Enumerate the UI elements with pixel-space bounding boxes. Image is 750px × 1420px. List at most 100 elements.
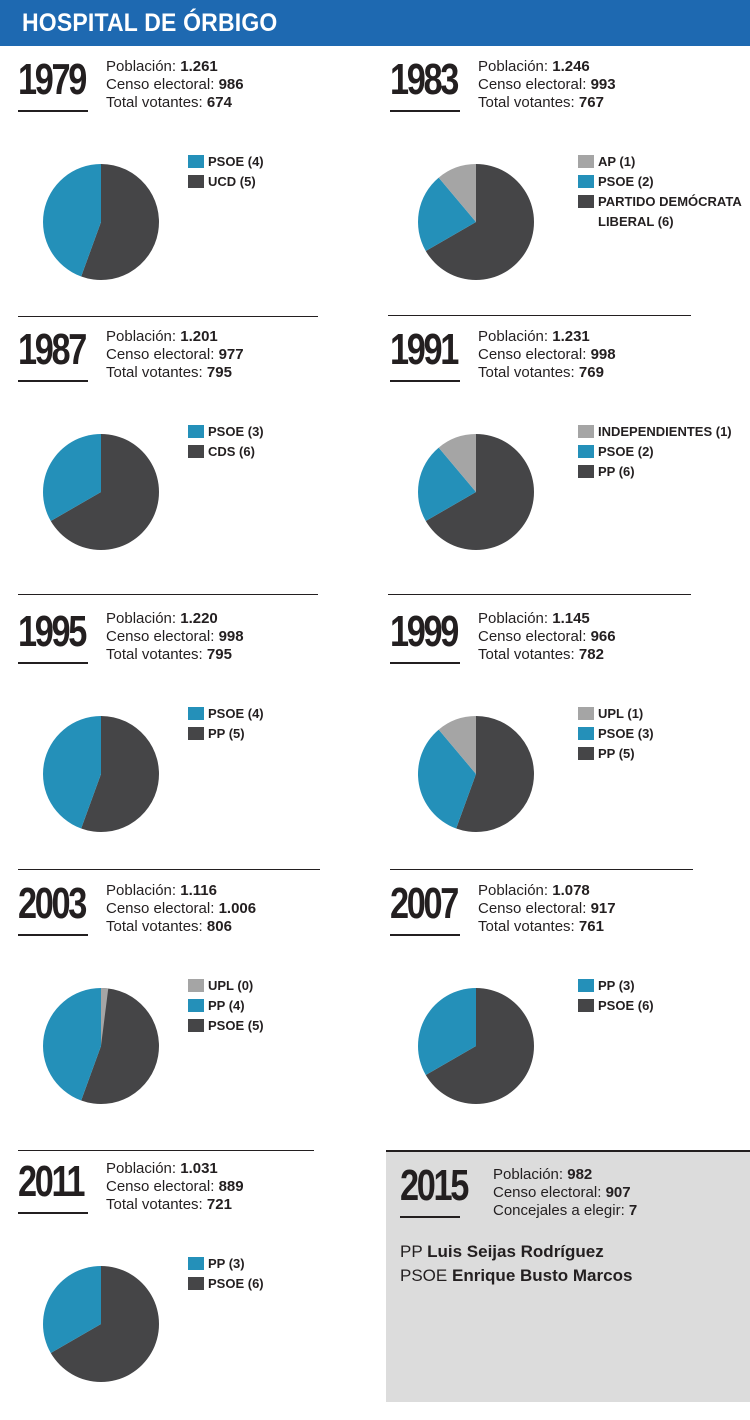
legend-swatch — [188, 1019, 204, 1032]
stat-votantes: Total votantes: 769 — [478, 364, 604, 381]
legend-item: INDEPENDIENTES (1) — [578, 422, 732, 442]
pie-slice-psoe — [425, 988, 534, 1104]
election-1987-year: 1987 — [18, 325, 87, 374]
pie-slice-pp — [43, 1266, 101, 1353]
candidate-psoe: PSOE Enrique Busto Marcos — [400, 1266, 633, 1285]
legend-item: PSOE (2) — [578, 172, 742, 192]
stat-censo: Censo electoral: 998 — [106, 628, 244, 645]
legend-item: PSOE (6) — [578, 996, 654, 1016]
pie-chart-1979 — [43, 164, 160, 280]
pie-slice-pp — [425, 434, 534, 550]
pie-chart-1999 — [418, 716, 534, 832]
election-2003-year: 2003 — [18, 879, 87, 928]
legend-label: PSOE (6) — [208, 1276, 264, 1291]
stat-poblacion: Población: 1.078 — [478, 882, 590, 899]
legend-item: PSOE (6) — [188, 1274, 264, 1294]
pie-slice-pp — [418, 988, 476, 1075]
legend-item: PARTIDO DEMÓCRATA — [578, 192, 742, 212]
election-1983-stats: Población: 1.246 Censo electoral: 993 Tota… — [478, 58, 616, 112]
legend-label: PSOE (4) — [208, 154, 264, 169]
legend-swatch — [188, 155, 204, 168]
legend-label: LIBERAL (6) — [598, 214, 674, 229]
stat-poblacion: Población: 1.261 — [106, 58, 218, 75]
election-1987-stats: Población: 1.201 Censo electoral: 977 Tota… — [106, 328, 244, 382]
legend-swatch — [188, 727, 204, 740]
pie-slice-pp — [456, 716, 534, 832]
legend-label: PSOE (4) — [208, 706, 264, 721]
legend-label: UPL (1) — [598, 706, 644, 721]
pie-slice-psoe — [43, 164, 101, 277]
legend-1991: INDEPENDIENTES (1) PSOE (2) PP (6) — [578, 422, 732, 482]
election-2007-stats: Población: 1.078 Censo electoral: 917 Tota… — [478, 882, 616, 936]
legend-swatch — [188, 445, 204, 458]
stat-votantes: Total votantes: 767 — [478, 94, 604, 111]
legend-swatch — [578, 445, 594, 458]
stat-censo: Censo electoral: 998 — [478, 346, 616, 363]
section-divider — [388, 594, 691, 595]
stat-censo: Censo electoral: 1.006 — [106, 900, 257, 917]
pie-slice-independientes — [438, 434, 476, 492]
legend-swatch — [188, 1277, 204, 1290]
legend-item: UPL (1) — [578, 704, 654, 724]
legend-label: PSOE (2) — [598, 174, 654, 189]
election-1995-stats: Población: 1.220 Censo electoral: 998 Tota… — [106, 610, 244, 664]
stat-votantes: Total votantes: 721 — [106, 1196, 232, 1213]
legend-item: PP (3) — [578, 976, 654, 996]
stat-censo: Censo electoral: 977 — [106, 346, 244, 363]
header-bar: HOSPITAL DE ÓRBIGO — [0, 0, 750, 46]
election-1995-year: 1995 — [18, 607, 87, 656]
legend-swatch — [188, 425, 204, 438]
legend-label: PARTIDO DEMÓCRATA — [598, 194, 742, 209]
legend-label: PP (6) — [598, 464, 635, 479]
legend-swatch — [578, 155, 594, 168]
page-title: HOSPITAL DE ÓRBIGO — [22, 9, 278, 37]
pie-slice-psoe — [43, 434, 101, 521]
legend-swatch — [578, 175, 594, 188]
legend-swatch — [578, 999, 594, 1012]
pie-chart-1991 — [418, 434, 534, 550]
pie-slice-upl — [101, 988, 109, 1046]
election-2007-year: 2007 — [390, 879, 459, 928]
year-underline — [18, 662, 88, 664]
candidate-list: PP Luis Seijas Rodríguez PSOE Enrique Bu… — [400, 1240, 632, 1288]
stat-votantes: Total votantes: 782 — [478, 646, 604, 663]
year-underline — [18, 380, 88, 382]
election-1983-panel: 1983 Población: 1.246 Censo electoral: 993… — [390, 55, 742, 318]
election-1995-panel: 1995 Población: 1.220 Censo electoral: 998… — [18, 610, 368, 870]
election-1999-panel: 1999 Población: 1.145 Censo electoral: 966… — [390, 610, 740, 870]
election-2007-panel: 2007 Población: 1.078 Censo electoral: 917… — [390, 882, 740, 1142]
legend-label: PSOE (3) — [208, 424, 264, 439]
year-underline — [18, 1212, 88, 1214]
election-1987-panel: 1987 Población: 1.201 Censo electoral: 977… — [18, 328, 368, 588]
stat-censo: Censo electoral: 917 — [478, 900, 616, 917]
election-1991-year: 1991 — [390, 325, 459, 374]
legend-label: INDEPENDIENTES (1) — [598, 424, 732, 439]
legend-2011: PP (3) PSOE (6) — [188, 1254, 264, 1294]
legend-swatch — [578, 195, 594, 208]
pie-chart-1987 — [43, 434, 160, 550]
candidate-pp: PP Luis Seijas Rodríguez — [400, 1242, 604, 1261]
legend-item: AP (1) — [578, 152, 742, 172]
legend-1983: AP (1) PSOE (2) PARTIDO DEMÓCRATA LIBERAL (… — [578, 152, 742, 232]
election-2015-year: 2015 — [400, 1161, 469, 1210]
election-2011-panel: 2011 Población: 1.031 Censo electoral: 889… — [18, 1160, 368, 1420]
pie-slice-cds — [50, 434, 160, 550]
year-underline — [390, 934, 460, 936]
election-2011-stats: Población: 1.031 Censo electoral: 889 Tota… — [106, 1160, 244, 1214]
legend-1999: UPL (1) PSOE (3) PP (5) — [578, 704, 654, 764]
legend-label: PP (4) — [208, 998, 245, 1013]
pie-slice-psoe — [50, 1266, 160, 1382]
legend-swatch — [578, 979, 594, 992]
section-divider — [18, 594, 318, 595]
pie-chart-2011 — [43, 1266, 160, 1382]
legend-swatch — [578, 727, 594, 740]
legend-label: UPL (0) — [208, 978, 254, 993]
legend-item: PP (5) — [188, 724, 264, 744]
election-1983-year: 1983 — [390, 55, 459, 104]
legend-swatch — [578, 707, 594, 720]
pie-slice-psoe — [81, 988, 160, 1104]
legend-item: PSOE (4) — [188, 152, 264, 172]
stat-poblacion: Población: 1.220 — [106, 610, 218, 627]
section-divider — [18, 1150, 314, 1151]
legend-label: UCD (5) — [208, 174, 256, 189]
